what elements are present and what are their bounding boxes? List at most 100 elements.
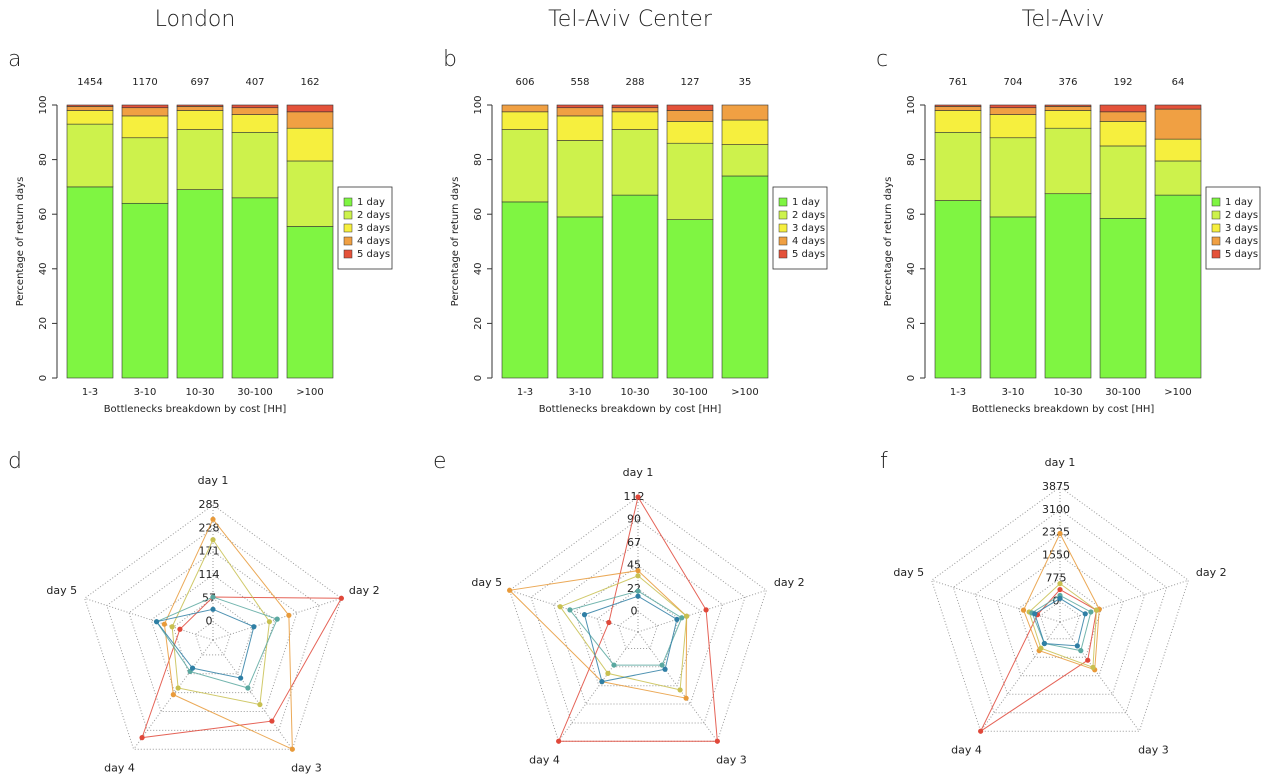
bar-segment	[611, 111, 659, 130]
legend-box	[1205, 186, 1261, 270]
legend-swatch	[1211, 210, 1221, 220]
legend-swatch	[778, 197, 788, 207]
bar-segment	[611, 194, 659, 379]
total-label: 558	[570, 77, 589, 88]
bar-segment	[989, 104, 1037, 109]
legend-swatch	[343, 223, 353, 233]
radar-point	[611, 662, 617, 668]
bar-segment	[989, 107, 1037, 115]
bar-segment	[556, 115, 604, 141]
radar-point	[556, 738, 562, 744]
bar-segment	[66, 104, 114, 107]
radar-point	[1085, 657, 1091, 663]
bar-segment	[556, 104, 604, 109]
radar-point	[1093, 607, 1100, 613]
legend-swatch	[343, 236, 353, 246]
legend-swatch	[778, 210, 788, 220]
spoke-label: day 5	[893, 566, 924, 579]
y-tick-label: 20	[38, 317, 49, 330]
y-tick-label: 0	[473, 375, 484, 381]
radar-point	[1078, 648, 1084, 654]
radar-point	[289, 746, 295, 752]
grid-line	[1018, 577, 1102, 658]
x-tick-label: 3-10	[134, 387, 157, 398]
radar-point	[1088, 609, 1094, 615]
y-tick-label: 0	[906, 375, 917, 381]
bar-segment	[1044, 193, 1092, 379]
bar-segment	[934, 200, 982, 379]
radar-point	[153, 619, 160, 625]
x-tick-label: 30-100	[672, 387, 707, 398]
r-tick-label: 775	[1046, 571, 1067, 584]
radar-line	[155, 608, 255, 679]
radar-point	[169, 624, 175, 630]
bar-segment	[721, 144, 769, 177]
radar-point	[635, 588, 641, 594]
r-tick-label: 0	[206, 615, 213, 628]
grid-line	[530, 518, 746, 724]
bar-segment	[666, 121, 714, 144]
y-tick-label: 80	[906, 153, 917, 166]
spoke-label: day 1	[1045, 456, 1076, 469]
bar-segment	[231, 114, 279, 133]
legend-label: 1 day	[1225, 197, 1253, 208]
legend-box	[772, 186, 828, 270]
bar-segment	[1099, 121, 1147, 147]
y-tick-label: 60	[38, 208, 49, 221]
radar-line	[163, 518, 293, 751]
radar-point	[605, 670, 611, 676]
bar-segment	[501, 111, 549, 130]
bar-segment	[1099, 217, 1147, 379]
radar-point	[175, 685, 181, 691]
x-tick-label: 10-30	[185, 387, 214, 398]
x-tick-label: 3-10	[1002, 387, 1025, 398]
y-tick-label: 20	[473, 317, 484, 330]
panel-label: b	[443, 47, 457, 72]
radar-point	[1057, 530, 1063, 537]
bar-segment	[556, 216, 604, 379]
grid-line	[552, 542, 724, 705]
radar-point	[338, 595, 344, 601]
bar-segment	[666, 110, 714, 122]
bar-segment	[176, 106, 224, 111]
r-tick-label: 114	[199, 568, 220, 581]
spoke-label: day 4	[951, 744, 982, 757]
bar-segment	[1099, 145, 1147, 219]
radar-point	[635, 573, 641, 579]
radar-point	[251, 624, 257, 630]
chart-title: Tel-Aviv Center	[548, 7, 713, 32]
legend-swatch	[1211, 223, 1221, 233]
radar-point	[581, 612, 588, 618]
x-tick-label: 10-30	[1053, 387, 1082, 398]
total-label: 704	[1003, 77, 1022, 88]
spoke-label: day 2	[1196, 566, 1227, 579]
legend-label: 4 days	[792, 236, 825, 247]
r-tick-label: 3875	[1042, 480, 1070, 493]
panel-label: a	[8, 47, 21, 72]
legend-label: 5 days	[357, 249, 390, 260]
x-tick-label: 10-30	[620, 387, 649, 398]
radar-line	[155, 596, 278, 689]
panel-label: d	[8, 449, 22, 474]
bar-segment	[176, 189, 224, 379]
radar-point	[286, 612, 292, 618]
radar-line	[1034, 597, 1086, 647]
spoke-label: day 5	[471, 576, 502, 589]
x-tick-label: 1-3	[950, 387, 966, 398]
bar-segment	[1044, 110, 1092, 129]
grid-line	[596, 588, 680, 668]
grid-line	[931, 486, 1189, 732]
bar-segment	[121, 115, 169, 139]
spoke-label: day 3	[291, 762, 322, 775]
legend-label: 3 days	[357, 223, 390, 234]
x-tick-label: >100	[296, 387, 323, 398]
r-tick-label: 1550	[1042, 549, 1070, 562]
total-label: 35	[739, 77, 752, 88]
radar-line	[559, 575, 688, 691]
bar-segment	[721, 104, 769, 121]
spoke-label: day 4	[529, 754, 560, 767]
bar-segment	[934, 132, 982, 201]
radar-point	[635, 494, 641, 500]
y-tick-label: 40	[38, 262, 49, 275]
radar-point	[1074, 643, 1080, 649]
